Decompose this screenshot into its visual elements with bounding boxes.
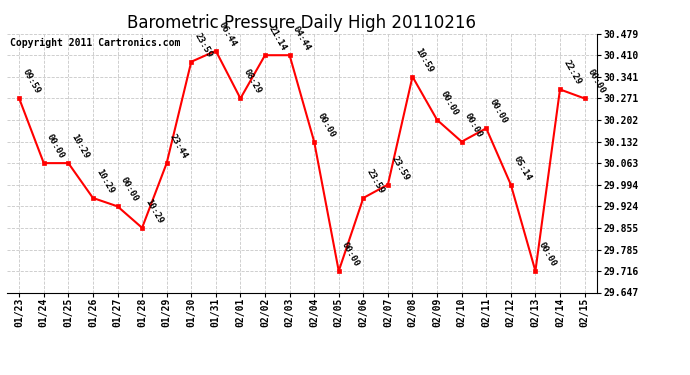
Text: 05:14: 05:14 [512,154,533,182]
Text: 23:44: 23:44 [168,133,189,160]
Text: 00:00: 00:00 [586,68,607,96]
Text: 06:44: 06:44 [217,20,239,48]
Text: 00:00: 00:00 [463,111,484,139]
Text: 23:59: 23:59 [365,167,386,195]
Text: 10:29: 10:29 [144,197,165,225]
Text: 23:59: 23:59 [193,31,214,59]
Text: 00:00: 00:00 [340,240,362,268]
Text: 10:29: 10:29 [95,167,115,195]
Text: 22:29: 22:29 [562,59,582,87]
Text: 00:00: 00:00 [438,89,460,117]
Title: Barometric Pressure Daily High 20110216: Barometric Pressure Daily High 20110216 [128,14,476,32]
Text: 09:59: 09:59 [21,68,42,96]
Text: 10:29: 10:29 [70,133,91,160]
Text: 21:14: 21:14 [266,25,288,52]
Text: 23:59: 23:59 [389,154,411,182]
Text: Copyright 2011 Cartronics.com: Copyright 2011 Cartronics.com [10,38,180,48]
Text: 10:59: 10:59 [414,46,435,74]
Text: 00:00: 00:00 [315,111,337,139]
Text: 00:00: 00:00 [537,240,558,268]
Text: 00:00: 00:00 [45,133,66,160]
Text: 08:29: 08:29 [241,68,263,96]
Text: 00:00: 00:00 [488,98,509,126]
Text: 00:00: 00:00 [119,176,140,204]
Text: 04:44: 04:44 [291,25,312,52]
